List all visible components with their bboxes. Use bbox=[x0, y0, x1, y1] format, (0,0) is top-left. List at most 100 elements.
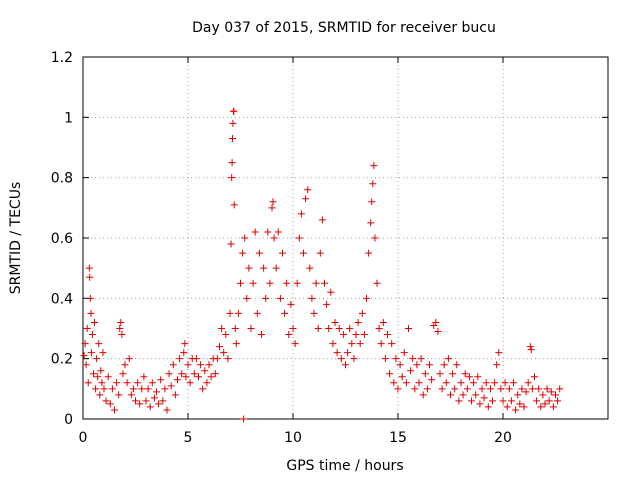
data-point bbox=[335, 325, 343, 332]
data-point bbox=[88, 331, 96, 339]
data-point bbox=[153, 388, 160, 396]
data-point bbox=[226, 309, 234, 317]
data-point bbox=[367, 219, 375, 227]
data-point bbox=[99, 349, 107, 357]
data-point bbox=[218, 325, 226, 332]
data-point bbox=[370, 162, 378, 170]
data-point bbox=[384, 331, 391, 339]
data-point bbox=[251, 228, 259, 236]
data-point bbox=[333, 349, 341, 357]
grid bbox=[83, 57, 608, 419]
data-point bbox=[486, 385, 494, 393]
data-point bbox=[350, 355, 358, 363]
data-point bbox=[465, 373, 473, 381]
y-tick-label: 0.4 bbox=[51, 291, 73, 307]
data-point bbox=[499, 397, 507, 405]
data-point bbox=[239, 249, 247, 257]
data-point bbox=[148, 379, 156, 387]
data-point bbox=[258, 331, 265, 339]
data-point bbox=[449, 370, 457, 378]
data-point bbox=[283, 279, 291, 287]
data-point bbox=[293, 279, 301, 287]
data-point bbox=[205, 361, 213, 369]
data-point bbox=[545, 397, 553, 405]
data-point bbox=[535, 385, 543, 393]
data-point bbox=[136, 400, 144, 408]
data-point bbox=[220, 349, 228, 357]
data-point bbox=[527, 346, 535, 354]
data-point bbox=[123, 379, 131, 387]
data-point bbox=[369, 180, 377, 188]
data-point bbox=[127, 391, 135, 399]
data-point bbox=[426, 361, 433, 369]
data-point bbox=[180, 349, 188, 357]
data-point bbox=[379, 318, 387, 326]
data-point bbox=[97, 367, 105, 375]
data-point bbox=[373, 279, 381, 287]
data-point bbox=[461, 370, 469, 378]
data-point bbox=[327, 288, 335, 296]
data-point bbox=[331, 318, 339, 326]
data-point bbox=[81, 340, 89, 348]
data-point bbox=[195, 373, 202, 381]
data-point bbox=[87, 349, 95, 357]
data-point bbox=[455, 397, 463, 405]
data-point bbox=[300, 249, 307, 257]
data-point bbox=[512, 406, 520, 414]
y-tick-label: 1 bbox=[64, 110, 73, 126]
data-point bbox=[118, 331, 126, 339]
data-point bbox=[503, 403, 511, 411]
data-point bbox=[111, 406, 118, 414]
data-point bbox=[230, 107, 238, 115]
data-point bbox=[86, 294, 94, 302]
y-axis-label: SRMTID / TECUs bbox=[8, 182, 24, 295]
data-point bbox=[314, 325, 322, 332]
data-point bbox=[121, 361, 129, 369]
data-point bbox=[375, 325, 383, 332]
data-point bbox=[310, 309, 318, 317]
x-tick-label: 0 bbox=[79, 430, 88, 446]
data-point bbox=[169, 361, 177, 369]
data-point bbox=[93, 355, 101, 363]
data-point bbox=[524, 379, 532, 387]
data-point bbox=[415, 379, 423, 387]
data-point bbox=[82, 361, 90, 369]
data-point bbox=[510, 379, 517, 387]
data-point bbox=[291, 340, 299, 348]
data-point bbox=[229, 134, 237, 142]
data-point bbox=[276, 294, 284, 302]
data-point bbox=[157, 376, 165, 384]
data-point bbox=[491, 379, 499, 387]
data-point bbox=[201, 367, 209, 375]
data-point bbox=[363, 294, 370, 302]
y-tick-label: 0.6 bbox=[51, 231, 73, 247]
data-point bbox=[228, 159, 236, 167]
data-point bbox=[86, 273, 94, 281]
data-point bbox=[419, 391, 427, 399]
data-point bbox=[489, 397, 496, 405]
data-point bbox=[325, 325, 333, 332]
data-point bbox=[140, 373, 148, 381]
data-point bbox=[213, 355, 221, 363]
chart-title: Day 037 of 2015, SRMTID for receiver buc… bbox=[192, 20, 496, 36]
data-point bbox=[92, 385, 100, 393]
data-point bbox=[438, 385, 446, 393]
data-point bbox=[230, 201, 238, 209]
data-point bbox=[505, 385, 513, 393]
data-point bbox=[411, 385, 419, 393]
data-point bbox=[80, 352, 88, 360]
data-point bbox=[386, 370, 394, 378]
y-tick-label: 1.2 bbox=[51, 50, 73, 66]
y-tick-label: 0 bbox=[64, 412, 73, 428]
data-point bbox=[297, 210, 305, 218]
data-point bbox=[371, 234, 379, 242]
data-point bbox=[398, 373, 406, 381]
data-point bbox=[339, 331, 347, 339]
data-point bbox=[432, 318, 440, 326]
data-point bbox=[95, 340, 103, 348]
data-point bbox=[417, 355, 425, 363]
data-point bbox=[203, 379, 211, 387]
data-point bbox=[224, 355, 232, 363]
data-point bbox=[178, 370, 186, 378]
data-point bbox=[463, 385, 471, 393]
